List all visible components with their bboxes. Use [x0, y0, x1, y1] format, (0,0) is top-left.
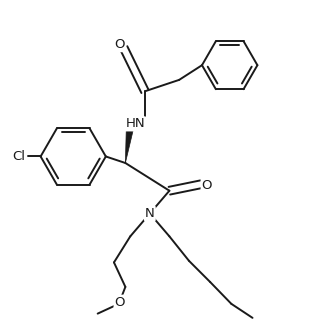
Text: O: O [114, 38, 125, 51]
Polygon shape [125, 125, 134, 163]
Text: O: O [114, 296, 125, 309]
Text: Cl: Cl [12, 150, 25, 163]
Text: N: N [145, 207, 155, 220]
Text: HN: HN [125, 117, 145, 130]
Text: O: O [202, 179, 212, 192]
